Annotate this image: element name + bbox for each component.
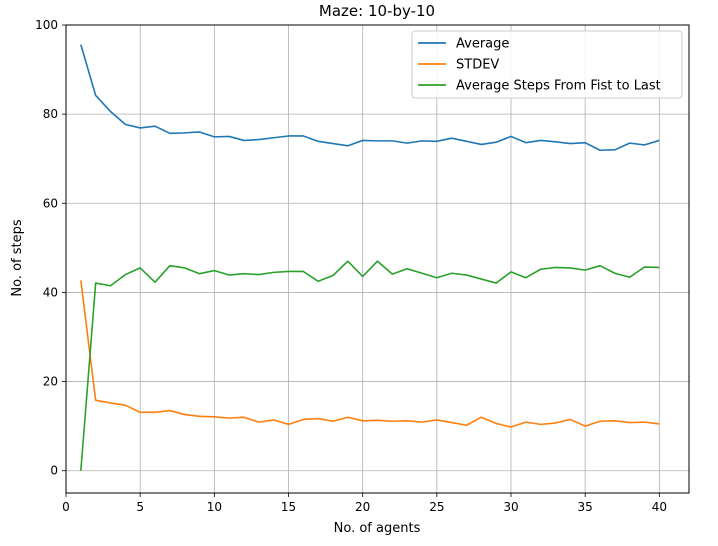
x-tick-label: 20: [355, 500, 370, 514]
plot-frame: [65, 24, 690, 494]
y-tick-label: 0: [50, 464, 58, 478]
x-tick-label: 15: [281, 500, 296, 514]
x-tick-label: 35: [578, 500, 593, 514]
y-tick-label: 80: [43, 107, 58, 121]
y-tick-label: 100: [35, 18, 58, 32]
y-tick-label: 20: [43, 375, 58, 389]
series-line-average: [80, 44, 660, 152]
legend-label: Average Steps From Fist to Last: [456, 79, 661, 94]
x-tick-label: 30: [503, 500, 518, 514]
x-tick-label: 0: [62, 500, 70, 514]
series-layer: [80, 44, 660, 471]
x-tick-label: 10: [207, 500, 222, 514]
series-line-stdev: [80, 280, 660, 428]
axis-ticks: 0 5 10 15 20 25 30 35 40 0 20 40 60 80 100: [35, 18, 667, 514]
legend-label: Average: [456, 37, 509, 52]
x-axis-label: No. of agents: [334, 521, 421, 536]
x-tick-label: 40: [652, 500, 667, 514]
x-tick-label: 5: [136, 500, 144, 514]
y-axis-label: No. of steps: [10, 219, 25, 296]
series-line-average-steps-from-fist-to-last: [80, 260, 660, 471]
grid-lines: [65, 24, 689, 493]
legend-box: [411, 30, 683, 99]
chart-title: Maze: 10-by-10: [319, 2, 435, 20]
y-tick-label: 60: [43, 196, 58, 210]
y-tick-label: 40: [43, 285, 58, 299]
x-tick-label: 25: [429, 500, 444, 514]
legend-label: STDEV: [456, 58, 499, 73]
legend: Average STDEV Average Steps From Fist to L…: [411, 30, 683, 99]
